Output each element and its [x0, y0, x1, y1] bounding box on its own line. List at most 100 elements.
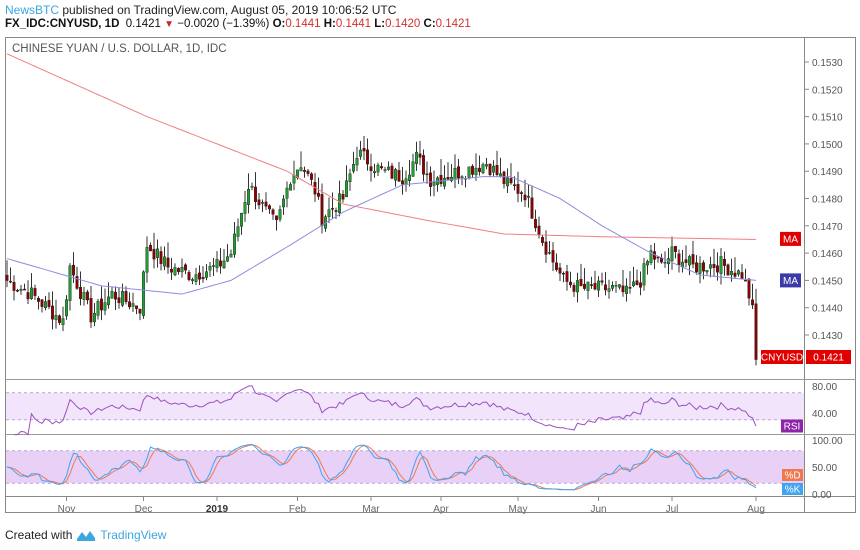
candle-down [138, 308, 142, 314]
candle-up [527, 195, 531, 198]
candle-up [383, 169, 387, 171]
candle-up [485, 164, 489, 167]
candle-down [5, 274, 9, 281]
candle-up [289, 184, 293, 191]
candle-up [460, 176, 464, 178]
high-label: H: [323, 18, 336, 30]
candle-down [58, 315, 62, 323]
low-value: 0.1420 [385, 18, 421, 30]
candle-up [145, 247, 149, 273]
candle-up [737, 270, 741, 275]
candle-up [646, 261, 650, 266]
candle-down [148, 245, 152, 252]
rsi-label: RSI [784, 422, 801, 433]
candle-up [376, 164, 380, 173]
candle-down [187, 272, 191, 280]
candle-down [716, 265, 720, 273]
candle-up [30, 287, 34, 299]
candle-up [348, 173, 352, 183]
candle-down [726, 264, 730, 276]
candle-up [730, 271, 734, 276]
candle-up [96, 300, 100, 316]
candle-up [548, 252, 552, 254]
candle-down [310, 173, 314, 180]
ma50-label: MA [783, 276, 798, 287]
down-triangle-icon: ▼ [164, 19, 175, 30]
candle-up [352, 163, 356, 172]
candle-down [590, 284, 594, 286]
candle-up [387, 166, 391, 170]
candle-up [211, 265, 215, 267]
candle-down [541, 236, 545, 243]
candle-down [23, 288, 27, 291]
stoch-k-line [6, 443, 757, 491]
candle-down [558, 267, 562, 274]
price-tick-label: 0.1440 [812, 304, 843, 315]
candle-down [78, 287, 82, 299]
candle-down [26, 292, 30, 300]
candle-up [632, 281, 636, 287]
candle-down [253, 186, 257, 203]
price-chart[interactable]: CHINESE YUAN / U.S. DOLLAR, 1D, IDC 0.15… [0, 0, 860, 525]
candle-down [684, 259, 688, 263]
candle-up [719, 256, 723, 274]
symbol-price-label: CNYUSD [761, 353, 803, 364]
publish-info: NewsBTC published on TradingView.com, Au… [5, 3, 396, 17]
candle-down [99, 298, 103, 311]
candle-down [723, 258, 727, 266]
candle-up [576, 280, 580, 293]
candle-up [19, 288, 23, 291]
candle-down [159, 251, 163, 264]
candle-down [712, 263, 716, 268]
time-tick-label: May [509, 504, 528, 515]
close-value: 0.1421 [435, 18, 471, 30]
symbol-info: FX_IDC:CNYUSD, 1D 0.1421 ▼ −0.0020 (−1.3… [5, 18, 471, 30]
candle-down [488, 163, 492, 175]
candle-down [534, 219, 538, 229]
candle-down [565, 271, 569, 282]
candle-up [611, 285, 615, 289]
candle-up [155, 248, 159, 258]
publisher-link[interactable]: NewsBTC [5, 3, 60, 17]
candle-down [117, 297, 121, 304]
candle-up [250, 186, 254, 188]
rsi-label-bg [781, 419, 803, 433]
open-label: O: [272, 18, 286, 30]
price-tick-label: 0.1480 [812, 195, 843, 206]
candle-up [625, 285, 629, 294]
candle-up [82, 292, 86, 300]
candle-up [705, 270, 709, 273]
candle-up [92, 312, 96, 323]
candle-down [495, 165, 499, 175]
chart-title: CHINESE YUAN / U.S. DOLLAR, 1D, IDC [12, 43, 227, 55]
candle-down [523, 194, 527, 201]
high-value: 0.1441 [335, 18, 372, 30]
candle-down [569, 281, 573, 286]
candle-up [453, 168, 457, 180]
candle-down [754, 303, 758, 360]
candle-down [197, 272, 201, 280]
candle-up [229, 253, 233, 258]
candle-down [33, 288, 37, 296]
candle-down [513, 184, 517, 187]
candle-up [432, 181, 436, 186]
candle-down [656, 256, 660, 259]
candle-up [663, 261, 667, 264]
candle-down [264, 201, 268, 207]
candle-down [695, 262, 699, 273]
candle-down [51, 305, 55, 320]
candle-up [359, 149, 363, 157]
candle-down [362, 148, 366, 152]
footer: Created with TradingView [5, 528, 166, 542]
price-tick-label: 0.1520 [812, 85, 843, 96]
candle-down [471, 165, 475, 175]
candle-up [709, 264, 713, 269]
candle-down [628, 287, 632, 289]
candle-up [415, 151, 419, 164]
ma200-line [6, 53, 757, 240]
candle-down [397, 170, 401, 182]
tradingview-link[interactable]: TradingView [100, 528, 167, 542]
candle-down [275, 215, 279, 221]
candle-down [37, 297, 41, 302]
price-tick-label: 0.1470 [812, 222, 843, 233]
